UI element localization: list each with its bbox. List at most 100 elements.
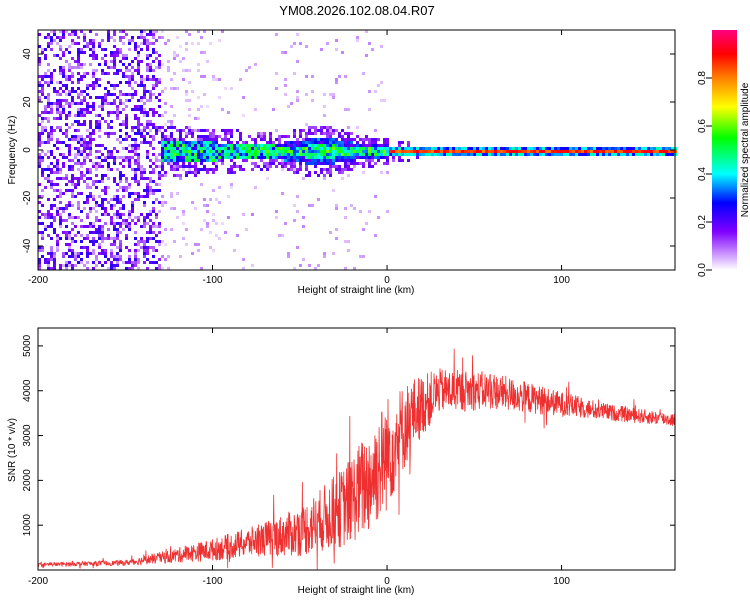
spectrogram-cell bbox=[98, 180, 101, 183]
spectrogram-cell bbox=[626, 150, 629, 153]
spectrogram-cell bbox=[146, 114, 149, 117]
spectrogram-cell bbox=[149, 165, 152, 168]
spectrogram-cell bbox=[368, 156, 371, 159]
spectrogram-cell bbox=[122, 174, 125, 177]
spectrogram-cell bbox=[65, 231, 68, 234]
spectrogram-cell bbox=[53, 33, 56, 36]
spectrogram-cell bbox=[62, 207, 65, 210]
snr-ylabel: SNR (10 * v/v) bbox=[7, 418, 18, 482]
spectrogram-cell bbox=[101, 207, 104, 210]
spectrogram-cell bbox=[134, 249, 137, 252]
spectrogram-cell bbox=[281, 135, 284, 138]
spectrogram-cell bbox=[182, 141, 185, 144]
spectrogram-cell bbox=[62, 69, 65, 72]
spectrogram-cell bbox=[113, 84, 116, 87]
spectrogram-cell bbox=[125, 33, 128, 36]
spectrogram-cell bbox=[149, 186, 152, 189]
spectrogram-cell bbox=[584, 150, 587, 153]
spectrogram-cell bbox=[236, 150, 239, 153]
spectrogram-cell bbox=[344, 165, 347, 168]
spectrogram-cell bbox=[296, 159, 299, 162]
spectrogram-cell bbox=[146, 216, 149, 219]
spectrogram-cell bbox=[356, 141, 359, 144]
spectrogram-cell bbox=[68, 144, 71, 147]
spectrogram-cell bbox=[158, 243, 161, 246]
spectrogram-cell bbox=[161, 126, 164, 129]
spectrogram-cell bbox=[149, 135, 152, 138]
spectrogram-cell bbox=[527, 153, 530, 156]
spectrogram-cell bbox=[110, 111, 113, 114]
spectrogram-cell bbox=[50, 246, 53, 249]
spectrogram-cell bbox=[140, 48, 143, 51]
snr-xtick-label: -200 bbox=[28, 576, 48, 587]
spectrogram-cell bbox=[86, 252, 89, 255]
spectrogram-cell bbox=[98, 126, 101, 129]
spectrogram-cell bbox=[191, 141, 194, 144]
spectrogram-cell bbox=[170, 168, 173, 171]
spectrogram-cell bbox=[215, 150, 218, 153]
spectrogram-cell bbox=[107, 81, 110, 84]
spectrogram-cell bbox=[278, 138, 281, 141]
spectrogram-cell bbox=[272, 141, 275, 144]
spectrogram-cell bbox=[362, 171, 365, 174]
spectrogram-cell bbox=[296, 153, 299, 156]
spectrogram-cell bbox=[140, 84, 143, 87]
spectrogram-cell bbox=[254, 63, 257, 66]
spectrogram-cell bbox=[95, 54, 98, 57]
spectrogram-cell bbox=[113, 111, 116, 114]
spectrogram-cell bbox=[170, 126, 173, 129]
spectrogram-cell bbox=[149, 78, 152, 81]
spectrogram-cell bbox=[152, 207, 155, 210]
spectrogram-cell bbox=[284, 150, 287, 153]
spectrogram-cell bbox=[62, 141, 65, 144]
spectrogram-cell bbox=[284, 135, 287, 138]
spectrogram-cell bbox=[224, 153, 227, 156]
spectrogram-cell bbox=[50, 78, 53, 81]
spectrogram-cell bbox=[263, 156, 266, 159]
spectrogram-cell bbox=[500, 147, 503, 150]
spectrogram-cell bbox=[341, 135, 344, 138]
spectrogram-cell bbox=[146, 189, 149, 192]
spectrogram-cell bbox=[335, 141, 338, 144]
spectrogram-cell bbox=[305, 168, 308, 171]
spectrogram-cell bbox=[272, 150, 275, 153]
spectrogram-cell bbox=[137, 219, 140, 222]
spectrogram-cell bbox=[146, 63, 149, 66]
spectrogram-cell bbox=[332, 141, 335, 144]
spectrogram-cell bbox=[389, 150, 392, 153]
spectrogram-cell bbox=[119, 141, 122, 144]
spectrogram-cell bbox=[83, 180, 86, 183]
spectrogram-cell bbox=[56, 246, 59, 249]
spectrogram-cell bbox=[260, 150, 263, 153]
spectrogram-cell bbox=[308, 147, 311, 150]
spectrogram-cell bbox=[146, 195, 149, 198]
spectrogram-cell bbox=[323, 132, 326, 135]
spectrogram-cell bbox=[221, 153, 224, 156]
spectrogram-cell bbox=[80, 174, 83, 177]
spectrogram-cell bbox=[245, 144, 248, 147]
spectrogram-cell bbox=[272, 108, 275, 111]
spectrogram-cell bbox=[650, 150, 653, 153]
spectrogram-cell bbox=[410, 153, 413, 156]
spectrogram-cell bbox=[323, 153, 326, 156]
spectrogram-cell bbox=[353, 207, 356, 210]
spectrogram-cell bbox=[557, 147, 560, 150]
spectrogram-cell bbox=[47, 225, 50, 228]
spectrogram-cell bbox=[368, 153, 371, 156]
spectrogram-cell bbox=[146, 249, 149, 252]
spectrogram-cell bbox=[131, 147, 134, 150]
spectrogram-cell bbox=[368, 108, 371, 111]
spectrogram-cell bbox=[158, 60, 161, 63]
spectrogram-cell bbox=[143, 126, 146, 129]
spectrogram-cell bbox=[173, 165, 176, 168]
spectrogram-cell bbox=[152, 153, 155, 156]
spectrogram-cell bbox=[56, 90, 59, 93]
spectrogram-cell bbox=[83, 120, 86, 123]
spectrogram-cell bbox=[122, 222, 125, 225]
spectrogram-cell bbox=[89, 96, 92, 99]
spectrogram-cell bbox=[101, 234, 104, 237]
spectrogram-cell bbox=[356, 153, 359, 156]
spectrogram-cell bbox=[53, 87, 56, 90]
spectrogram-cell bbox=[287, 168, 290, 171]
spectrogram-cell bbox=[56, 147, 59, 150]
